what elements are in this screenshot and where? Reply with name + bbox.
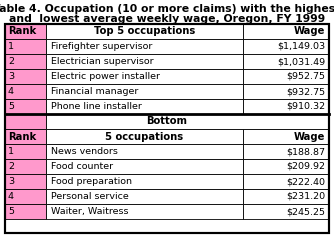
Text: $188.87: $188.87 [286, 147, 325, 156]
Text: 3: 3 [8, 177, 14, 186]
Bar [243, 159, 329, 174]
Bar [243, 204, 329, 219]
Text: $910.32: $910.32 [286, 102, 325, 111]
Text: 4: 4 [8, 87, 14, 96]
Text: 2: 2 [8, 162, 14, 171]
Text: $932.75: $932.75 [286, 87, 325, 96]
Bar [5, 39, 46, 54]
Text: Waiter, Waitress: Waiter, Waitress [51, 207, 129, 216]
Bar [5, 189, 46, 204]
Text: Table 4. Occupation (10 or more claims) with the highest: Table 4. Occupation (10 or more claims) … [0, 4, 334, 14]
Text: News vendors: News vendors [51, 147, 118, 156]
Text: Bottom: Bottom [147, 117, 187, 126]
Bar [46, 189, 243, 204]
Text: 3: 3 [8, 72, 14, 81]
Text: 1: 1 [8, 42, 14, 51]
Bar [5, 159, 46, 174]
Bar [243, 24, 329, 39]
Bar [243, 144, 329, 159]
Text: Financial manager: Financial manager [51, 87, 138, 96]
Bar [46, 99, 243, 114]
Bar [46, 144, 243, 159]
Text: Wage: Wage [294, 26, 325, 37]
Text: Food preparation: Food preparation [51, 177, 132, 186]
Bar [46, 114, 329, 129]
Bar [243, 189, 329, 204]
Bar [46, 159, 243, 174]
Bar [5, 54, 46, 69]
Text: Top 5 occupations: Top 5 occupations [94, 26, 195, 37]
Bar [46, 24, 243, 39]
Text: $231.20: $231.20 [286, 192, 325, 201]
Bar [243, 69, 329, 84]
Text: and  lowest average weekly wage, Oregon, FY 1999: and lowest average weekly wage, Oregon, … [9, 14, 325, 24]
Bar [5, 114, 46, 129]
Text: Electric power installer: Electric power installer [51, 72, 160, 81]
Text: 5 occupations: 5 occupations [106, 131, 184, 142]
Bar [5, 24, 46, 39]
Bar [5, 174, 46, 189]
Text: Rank: Rank [8, 131, 36, 142]
Bar [5, 24, 329, 233]
Text: 5: 5 [8, 207, 14, 216]
Text: $1,031.49: $1,031.49 [277, 57, 325, 66]
Bar [5, 204, 46, 219]
Bar [243, 174, 329, 189]
Text: Personal service: Personal service [51, 192, 129, 201]
Text: 5: 5 [8, 102, 14, 111]
Text: Firefighter supervisor: Firefighter supervisor [51, 42, 152, 51]
Text: $1,149.03: $1,149.03 [277, 42, 325, 51]
Text: Food counter: Food counter [51, 162, 113, 171]
Bar [243, 99, 329, 114]
Bar [243, 54, 329, 69]
Bar [5, 69, 46, 84]
Text: $245.25: $245.25 [286, 207, 325, 216]
Text: Wage: Wage [294, 131, 325, 142]
Text: Phone line installer: Phone line installer [51, 102, 142, 111]
Bar [46, 54, 243, 69]
Bar [46, 69, 243, 84]
Bar [243, 129, 329, 144]
Text: 2: 2 [8, 57, 14, 66]
Bar [5, 24, 329, 233]
Bar [46, 84, 243, 99]
Bar [46, 39, 243, 54]
Bar [5, 129, 46, 144]
Text: 4: 4 [8, 192, 14, 201]
Text: Rank: Rank [8, 26, 36, 37]
Bar [46, 174, 243, 189]
Bar [5, 99, 46, 114]
Text: $222.40: $222.40 [286, 177, 325, 186]
Bar [46, 204, 243, 219]
Text: Electrician supervisor: Electrician supervisor [51, 57, 154, 66]
Text: $952.75: $952.75 [286, 72, 325, 81]
Bar [243, 84, 329, 99]
Bar [46, 129, 243, 144]
Bar [5, 144, 46, 159]
Bar [243, 39, 329, 54]
Bar [5, 84, 46, 99]
Text: $209.92: $209.92 [286, 162, 325, 171]
Text: 1: 1 [8, 147, 14, 156]
